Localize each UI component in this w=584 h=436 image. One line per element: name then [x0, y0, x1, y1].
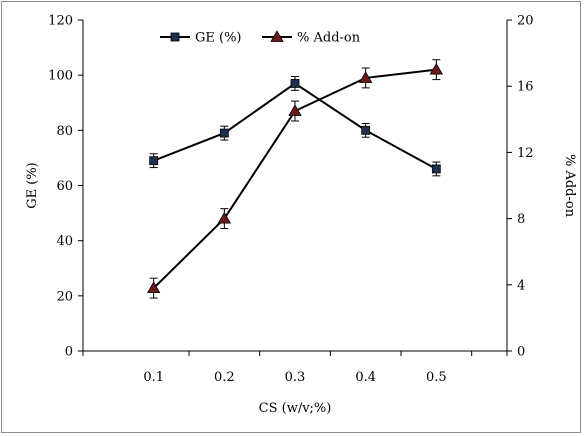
legend-label: GE (%): [195, 31, 242, 46]
x-tick-label: 0.2: [214, 370, 235, 385]
series-ge: [149, 76, 441, 177]
y-right-tick-label: 20: [517, 14, 534, 29]
y-left-tick-label: 60: [56, 179, 73, 194]
x-axis-label: CS (w/v;%): [259, 401, 332, 416]
data-point: [290, 79, 300, 88]
series-add-on: [146, 59, 444, 299]
data-point: [429, 62, 444, 75]
y-right-tick-label: 12: [517, 146, 534, 161]
tick-labels: 0 20 40 60 80 100 120 0 4 8 12 16 20 0.1 0.2 0.3 0.4 0.5: [48, 14, 533, 386]
axes: [78, 19, 512, 356]
x-tick-label: 0.4: [355, 370, 376, 385]
y-left-tick-label: 0: [65, 345, 73, 360]
x-tick-label: 0.1: [143, 370, 164, 385]
data-point: [431, 164, 441, 174]
x-tick-label: 0.3: [285, 370, 306, 385]
y-left-tick-label: 120: [48, 14, 73, 29]
y-right-tick-label: 4: [517, 278, 525, 293]
data-point: [361, 125, 371, 135]
y-axis-right-label: % Add-on: [562, 154, 577, 218]
legend-marker: [170, 32, 180, 42]
series-layer: [146, 59, 444, 299]
y-left-tick-label: 100: [48, 69, 73, 84]
data-point: [219, 128, 229, 138]
data-point: [288, 104, 302, 116]
y-right-tick-label: 16: [517, 80, 534, 95]
legend-marker: [270, 30, 284, 42]
legend-label: % Add-on: [297, 31, 361, 46]
data-point: [149, 156, 159, 166]
data-point: [358, 71, 373, 83]
legend-item: GE (%): [160, 31, 242, 46]
y-left-tick-label: 40: [56, 234, 73, 249]
series-line: [153, 82, 437, 170]
data-point: [146, 281, 161, 294]
y-left-tick-label: 20: [56, 289, 73, 304]
data-point: [217, 211, 232, 224]
x-tick-label: 0.5: [426, 370, 447, 385]
legend-item: % Add-on: [262, 30, 361, 46]
y-left-tick-label: 80: [56, 124, 73, 139]
y-right-tick-label: 8: [517, 212, 525, 227]
legend: GE (%) % Add-on: [160, 30, 361, 46]
y-right-tick-label: 0: [517, 345, 525, 360]
y-axis-left-label: GE (%): [25, 162, 40, 209]
